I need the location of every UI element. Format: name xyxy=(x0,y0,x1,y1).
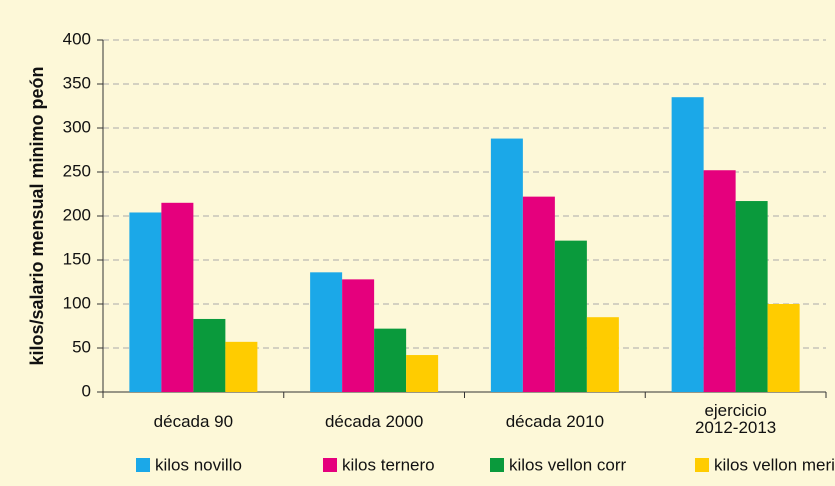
bar xyxy=(161,202,194,392)
y-tick-label: 100 xyxy=(63,293,91,312)
bar xyxy=(193,318,226,392)
bar xyxy=(406,355,439,392)
legend-swatch xyxy=(136,458,150,472)
x-tick-label: década 2010 xyxy=(505,412,605,431)
y-tick-label: 200 xyxy=(63,205,91,224)
y-tick-label: 300 xyxy=(63,117,91,136)
y-tick-label: 250 xyxy=(63,161,91,180)
legend-label: kilos vellon corr xyxy=(509,455,626,474)
y-tick-label: 50 xyxy=(72,337,91,356)
bar xyxy=(522,196,555,392)
bar xyxy=(586,317,619,392)
bar xyxy=(735,201,768,392)
bar xyxy=(129,212,162,392)
x-tick-label: década 90 xyxy=(153,412,234,431)
y-axis-label: kilos/salario mensual minimo peón xyxy=(27,66,47,365)
bar xyxy=(374,328,407,392)
bar xyxy=(490,138,523,392)
bar xyxy=(671,97,704,392)
bar xyxy=(703,170,736,392)
legend-swatch xyxy=(323,458,337,472)
y-tick-label: 350 xyxy=(63,73,91,92)
bar xyxy=(767,304,800,392)
legend-label: kilos vellon merino xyxy=(714,455,835,474)
legend-swatch xyxy=(490,458,504,472)
legend-swatch xyxy=(695,458,709,472)
y-tick-label: 400 xyxy=(63,29,91,48)
bar xyxy=(310,272,343,392)
y-tick-label: 0 xyxy=(82,381,91,400)
legend-label: kilos ternero xyxy=(342,455,435,474)
y-tick-label: 150 xyxy=(63,249,91,268)
bar xyxy=(225,341,258,392)
bar xyxy=(554,240,587,392)
x-tick-label: década 2000 xyxy=(324,412,424,431)
x-tick-label: ejercicio 2012-2013 xyxy=(694,401,777,437)
bar xyxy=(342,279,375,392)
legend-label: kilos novillo xyxy=(155,455,242,474)
